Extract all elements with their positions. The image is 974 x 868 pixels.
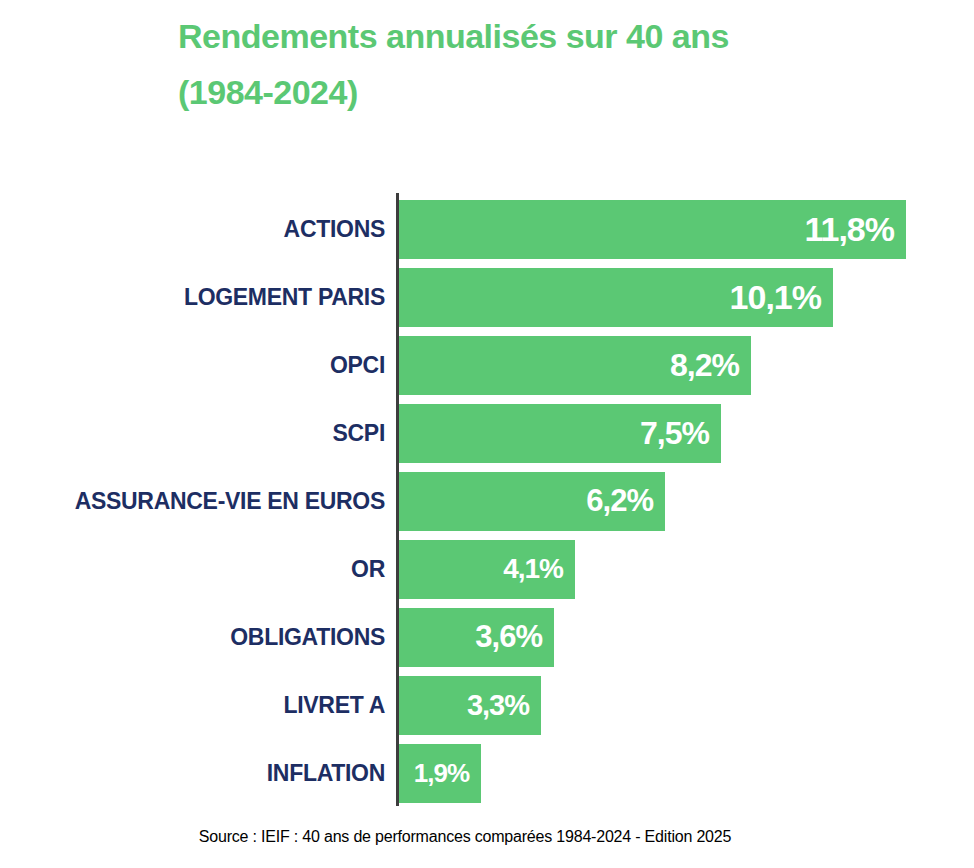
chart-row: ASSURANCE-VIE EN EUROS 6,2% [0,467,974,535]
category-label: INFLATION [0,760,399,787]
chart-title-line1: Rendements annualisés sur 40 ans [178,8,729,64]
chart-row: INFLATION 1,9% [0,739,974,807]
bar-chart: ACTIONS 11,8% LOGEMENT PARIS 10,1% OPCI … [0,195,974,807]
chart-row: OR 4,1% [0,535,974,603]
bar: 7,5% [399,404,721,463]
chart-row: LOGEMENT PARIS 10,1% [0,263,974,331]
value-label: 7,5% [640,415,721,452]
y-axis-line [396,193,399,806]
value-label: 11,8% [804,210,906,249]
bar: 8,2% [399,336,751,395]
value-label: 1,9% [414,758,481,789]
slide: Rendements annualisés sur 40 ans (1984-2… [0,0,974,868]
value-label: 4,1% [503,553,575,585]
category-label: SCPI [0,420,399,447]
value-label: 6,2% [586,483,665,519]
chart-row: OPCI 8,2% [0,331,974,399]
category-label: OBLIGATIONS [0,624,399,651]
chart-title-line2: (1984-2024) [178,64,729,120]
chart-title: Rendements annualisés sur 40 ans (1984-2… [178,8,729,120]
category-label: LOGEMENT PARIS [0,284,399,311]
value-label: 8,2% [670,347,751,384]
bar: 3,3% [399,676,541,735]
chart-row: OBLIGATIONS 3,6% [0,603,974,671]
value-label: 10,1% [730,278,833,317]
category-label: ACTIONS [0,216,399,243]
chart-row: ACTIONS 11,8% [0,195,974,263]
value-label: 3,3% [467,689,541,722]
bar: 1,9% [399,744,481,803]
bar: 3,6% [399,608,554,667]
bar: 10,1% [399,268,833,327]
value-label: 3,6% [475,619,554,655]
bar: 6,2% [399,472,665,531]
chart-row: SCPI 7,5% [0,399,974,467]
category-label: ASSURANCE-VIE EN EUROS [0,488,399,515]
category-label: LIVRET A [0,692,399,719]
chart-row: LIVRET A 3,3% [0,671,974,739]
source-caption: Source : IEIF : 40 ans de performances c… [0,828,930,846]
bar: 4,1% [399,540,575,599]
category-label: OR [0,556,399,583]
bar: 11,8% [399,200,906,259]
category-label: OPCI [0,352,399,379]
